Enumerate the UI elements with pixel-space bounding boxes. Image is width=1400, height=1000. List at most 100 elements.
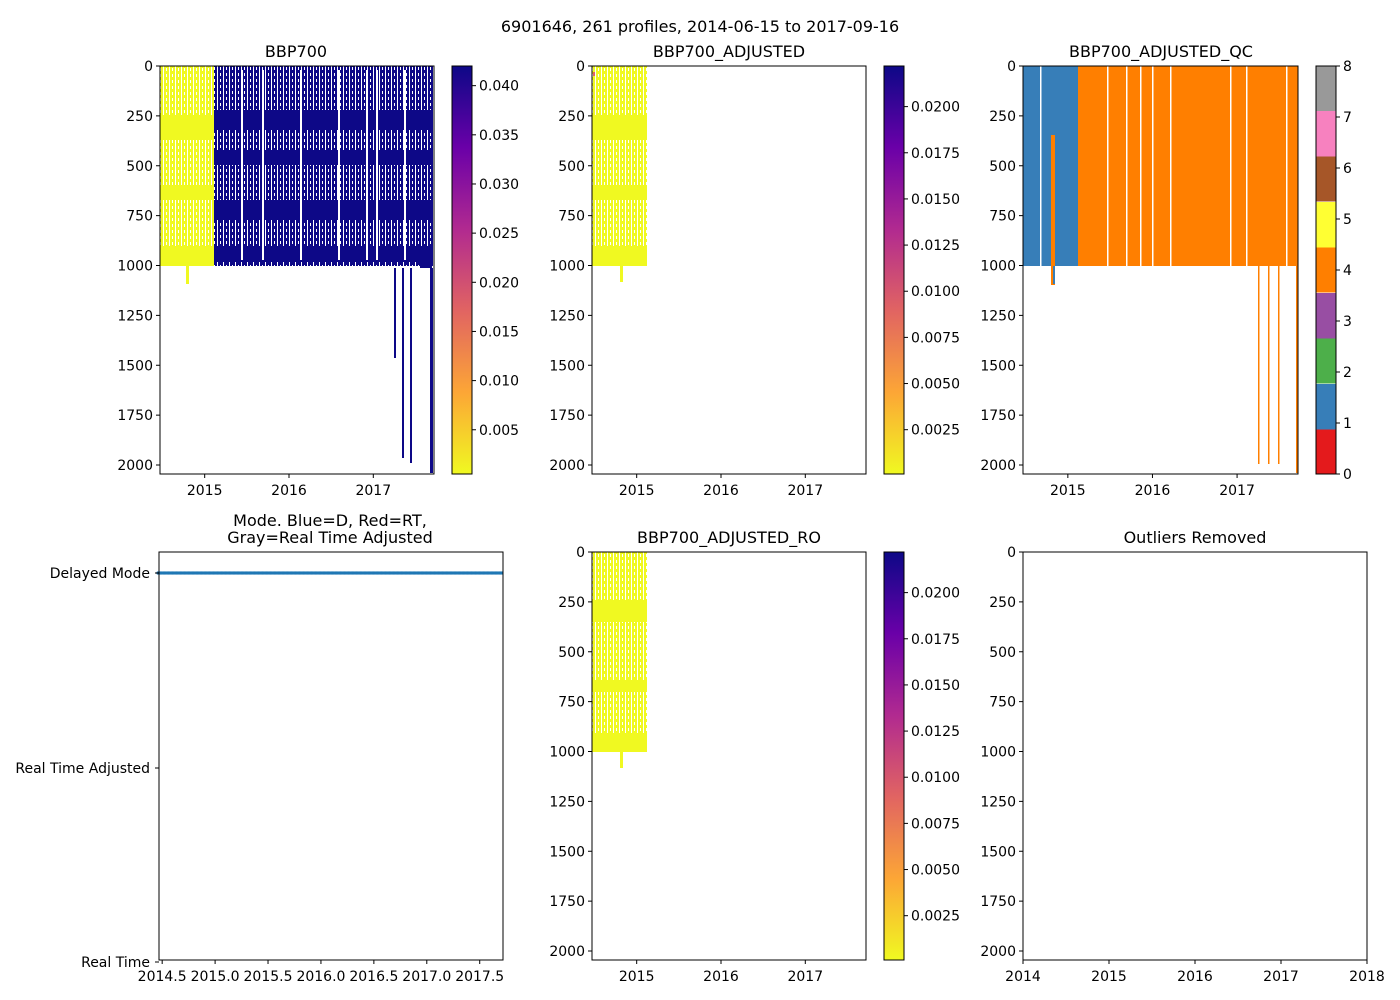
- x-tick-label: 2016: [703, 969, 739, 985]
- y-tick-label: 2000: [980, 944, 1016, 960]
- colorbar-tick-label: 0.0150: [911, 678, 960, 694]
- y-tick-label: 1250: [117, 308, 153, 324]
- colorbar-tick-label: 1: [1343, 416, 1352, 432]
- y-tick-label: 500: [989, 645, 1016, 661]
- y-tick-label: 1750: [117, 408, 153, 424]
- y-tick-label: 500: [989, 159, 1016, 175]
- mode-points: [156, 571, 504, 575]
- colorbar-tick-label: 0.0125: [911, 238, 960, 254]
- colorbar-tick-label: 0.0050: [911, 863, 960, 879]
- panel-title-line: Gray=Real Time Adjusted: [227, 528, 433, 547]
- y-tick-label: 1000: [549, 259, 585, 275]
- x-tick-label: 2017.5: [455, 969, 504, 985]
- y-tick-label: 2000: [549, 458, 585, 474]
- x-tick-label: 2015: [619, 483, 655, 499]
- y-tick-label: 500: [126, 159, 153, 175]
- y-tick-label: 1500: [117, 358, 153, 374]
- y-tick-label: 1000: [549, 745, 585, 761]
- colorbar-tick-label: 2: [1343, 365, 1352, 381]
- y-tick-label: 1500: [549, 844, 585, 860]
- y-tick-label: 1000: [980, 745, 1016, 761]
- y-tick-label: 2000: [117, 458, 153, 474]
- panel-outliers-removed: Outliers Removed: [1022, 528, 1368, 961]
- colorbar-tick-label: 6: [1343, 161, 1352, 177]
- y-tick-label: 0: [1007, 59, 1016, 75]
- y-tick-label: 1250: [980, 308, 1016, 324]
- x-tick-label: 2016: [703, 483, 739, 499]
- colorbar: [883, 65, 905, 475]
- colorbar-tick-label: 0.010: [479, 374, 519, 390]
- colorbar-tick-label: 0.040: [479, 79, 519, 95]
- panel-bbp700-adjusted: BBP700_ADJUSTED: [591, 42, 905, 475]
- heatmap-data: [592, 552, 647, 768]
- y-tick-label: 0: [576, 545, 585, 561]
- y-tick-label: 1000: [117, 259, 153, 275]
- colorbar-tick-label: 0.030: [479, 177, 519, 193]
- y-tick-label: 1750: [549, 408, 585, 424]
- colorbar-tick-label: 0.0025: [911, 909, 960, 925]
- panel-title: BBP700: [265, 42, 327, 61]
- colorbar-tick-label: 5: [1343, 212, 1352, 228]
- colorbar-tick-label: 0.0175: [911, 632, 960, 648]
- colorbar-tick-label: 0.0100: [911, 770, 960, 786]
- axes-frame: [1022, 65, 1299, 475]
- y-tick-label: 250: [126, 109, 153, 125]
- y-tick-label: 2000: [980, 458, 1016, 474]
- y-tick-label: 1750: [980, 894, 1016, 910]
- axes-frame: [591, 551, 867, 961]
- y-tick-label: 1000: [980, 259, 1016, 275]
- y-tick-label: 500: [558, 645, 585, 661]
- colorbar-tick-label: 0.0075: [911, 816, 960, 832]
- y-tick-label: 1250: [549, 794, 585, 810]
- colorbar-tick-label: 0.025: [479, 226, 519, 242]
- x-tick-label: 2015.5: [244, 969, 293, 985]
- x-tick-label: 2017.0: [402, 969, 451, 985]
- colorbar-tick-label: 0.020: [479, 275, 519, 291]
- y-tick-label: Real Time: [81, 955, 150, 971]
- heatmap-data: [160, 66, 433, 473]
- x-tick-label: 2017: [787, 483, 823, 499]
- x-tick-label: 2017: [1263, 969, 1299, 985]
- colorbar-tick-label: 0.0150: [911, 192, 960, 208]
- panel-mode: Mode. Blue=D, Red=RT, Gray=Real Time Adj…: [156, 511, 504, 961]
- y-tick-label: 1750: [549, 894, 585, 910]
- panel-title: BBP700_ADJUSTED: [653, 42, 805, 62]
- colorbar-tick-label: 0.0175: [911, 146, 960, 162]
- x-tick-label: 2015: [619, 969, 655, 985]
- suptitle: 6901646, 261 profiles, 2014-06-15 to 201…: [501, 17, 899, 36]
- x-tick-label: 2017: [355, 483, 391, 499]
- y-tick-label: 1250: [549, 308, 585, 324]
- y-tick-label: Delayed Mode: [50, 566, 150, 582]
- y-tick-label: 750: [989, 695, 1016, 711]
- x-tick-label: 2016: [271, 483, 307, 499]
- colorbar-tick-label: 0.0075: [911, 330, 960, 346]
- y-tick-label: 0: [144, 59, 153, 75]
- y-tick-label: 750: [558, 695, 585, 711]
- y-tick-label: 0: [1007, 545, 1016, 561]
- panel-title-line: Mode. Blue=D, Red=RT,: [233, 511, 427, 530]
- colorbar-tick-label: 4: [1343, 263, 1352, 279]
- x-tick-label: 2018: [1349, 969, 1385, 985]
- y-tick-label: 750: [126, 209, 153, 225]
- y-tick-label: 250: [558, 109, 585, 125]
- heatmap-data: [1023, 66, 1298, 473]
- x-tick-label: 2016: [1135, 483, 1171, 499]
- y-tick-label: 250: [989, 109, 1016, 125]
- y-tick-label: 750: [558, 209, 585, 225]
- colorbar-tick-label: 0: [1343, 467, 1352, 483]
- x-tick-label: 2015: [1091, 969, 1127, 985]
- colorbar: [883, 551, 905, 961]
- y-tick-label: 1500: [549, 358, 585, 374]
- colorbar-tick-label: 0.035: [479, 128, 519, 144]
- y-tick-label: 500: [558, 159, 585, 175]
- panel-bbp700-adjusted-qc: BBP700_ADJUSTED_QC: [1022, 42, 1337, 475]
- y-tick-label: 1500: [980, 844, 1016, 860]
- y-tick-label: 1750: [980, 408, 1016, 424]
- axes-frame: [158, 551, 504, 961]
- x-tick-label: 2014.5: [138, 969, 187, 985]
- colorbar-tick-label: 7: [1343, 110, 1352, 126]
- y-tick-label: 250: [989, 595, 1016, 611]
- x-tick-label: 2015: [187, 483, 223, 499]
- colorbar-tick-label: 0.0100: [911, 284, 960, 300]
